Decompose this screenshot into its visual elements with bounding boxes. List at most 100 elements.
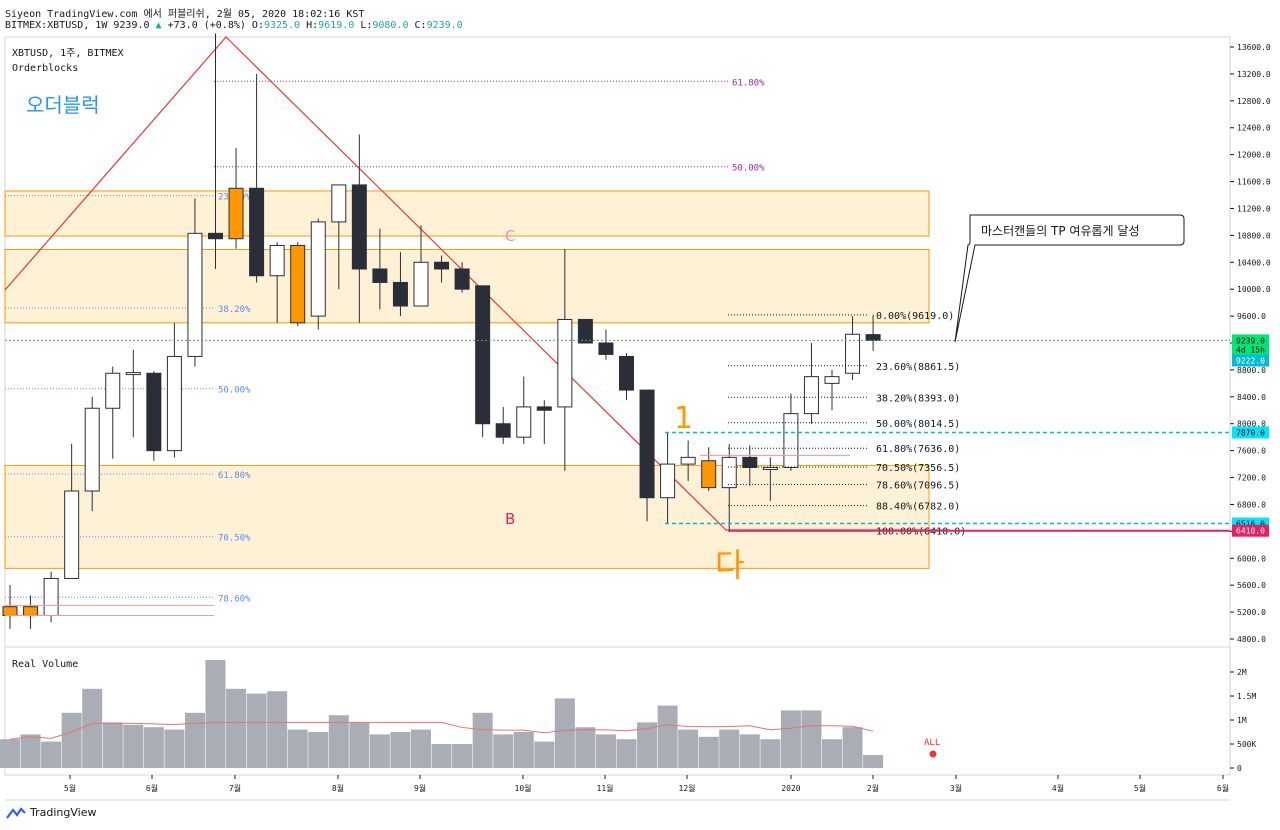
alert-all-label: ALL (924, 738, 940, 748)
time-axis-label: 2월 (867, 783, 879, 793)
candle-body (762, 466, 778, 470)
volume-bar (267, 691, 288, 768)
orderblock-zone (4, 464, 930, 569)
price-axis-label: 12000.0 (1237, 151, 1271, 160)
candle-body (208, 232, 223, 240)
candle-body (495, 423, 511, 438)
candle-body (660, 463, 676, 499)
price-axis-label: 10000.0 (1237, 285, 1271, 294)
volume-bar (678, 729, 699, 768)
price-axis-label: 9600.0 (1237, 312, 1266, 321)
price-axis-label: 8400.0 (1237, 393, 1266, 402)
annotation-da: 다 (715, 546, 744, 584)
volume-bar (637, 722, 658, 768)
price-pane[interactable] (4, 36, 1231, 648)
fib-level-label: 61.80% (732, 78, 765, 88)
price-badge (1232, 524, 1269, 537)
volume-bar (698, 736, 719, 768)
fib-retracement-label: 38.20%(8393.0) (876, 393, 960, 404)
candle-body (187, 232, 203, 357)
volume-ma-line (9, 721, 874, 740)
tradingview-logo[interactable]: TradingView (6, 806, 96, 819)
tradingview-brand: TradingView (30, 806, 97, 819)
candle-body (146, 372, 162, 452)
volume-bar (143, 727, 164, 768)
candle-body (434, 261, 450, 270)
volume-axis-label: 1.5M (1237, 692, 1256, 701)
volume-bar (20, 734, 41, 768)
candle-body (413, 261, 429, 307)
price-axis-label: 13200.0 (1237, 70, 1271, 79)
volume-bar (41, 741, 62, 768)
fib-retracement-label: 0.00%(9619.0) (876, 311, 954, 322)
volume-bar (842, 727, 863, 768)
publish-info: Siyeon TradingView.com 에서 퍼블리쉬, 2월 05, 2… (5, 9, 365, 20)
candle-body (105, 372, 121, 409)
annotation-b: B (505, 510, 515, 528)
fib-retracement-label: 23.60%(8861.5) (876, 362, 960, 373)
fib-retracement-label: 100.00%(6410.0) (876, 527, 966, 538)
volume-bar (369, 734, 390, 768)
time-axis-label: 3월 (950, 783, 962, 793)
close-value: 9239.0 (426, 20, 463, 31)
volume-bar (863, 755, 884, 768)
candle-body (475, 285, 491, 425)
price-badge-label: 6410.0 (1236, 527, 1265, 536)
volume-bar (822, 739, 842, 768)
fib-retracement-label: 50.00%(8014.5) (876, 419, 960, 430)
volume-bar (205, 660, 226, 768)
price-axis-label: 5600.0 (1237, 581, 1266, 590)
volume-bar (493, 734, 514, 768)
price-axis-label: 8000.0 (1237, 420, 1266, 429)
candle-body (290, 244, 306, 324)
candle-body (23, 606, 39, 616)
candle-body (598, 342, 614, 355)
volume-bar (390, 732, 411, 768)
candle-body (392, 281, 408, 307)
fib-level-label: 38.20% (218, 305, 251, 315)
volume-bar (349, 722, 370, 768)
candle-body (639, 389, 655, 499)
time-axis-label: 5월 (1134, 783, 1146, 793)
time-axis-label: 6월 (146, 783, 158, 793)
price-badge-label: 7870.0 (1236, 428, 1265, 437)
price-axis-label: 8800.0 (1237, 366, 1266, 375)
volume-bar (184, 712, 205, 768)
volume-bar (595, 734, 616, 768)
candle-body (577, 318, 593, 344)
candle-body (516, 406, 532, 438)
time-axis-label: 11월 (597, 783, 614, 793)
volume-bar (452, 744, 473, 768)
volume-bar (534, 741, 555, 768)
legend-indicator: Orderblocks (12, 63, 78, 74)
candle-body (557, 318, 573, 408)
candle-body (742, 456, 758, 468)
candle-body (701, 460, 717, 489)
price-axis-label: 7200.0 (1237, 474, 1266, 483)
candle-body (803, 376, 819, 415)
candle-body (43, 577, 59, 616)
alert-dot-icon[interactable] (929, 750, 937, 758)
volume-bar (411, 729, 431, 768)
close-label: C: (414, 20, 427, 31)
callout-text: 마스터캔들의 TP 여유롭게 달성 (981, 224, 1140, 238)
volume-bar (308, 732, 329, 768)
volume-bar (0, 739, 20, 768)
time-axis-label: 7월 (229, 783, 241, 793)
legend-symbol: XBTUSD, 1주, BITMEX (12, 48, 124, 59)
candle-body (84, 407, 100, 492)
price-axis-label: 12800.0 (1237, 97, 1271, 106)
price-axis-label: 10800.0 (1237, 231, 1271, 240)
volume-bar (575, 727, 596, 768)
price-badge (1232, 334, 1269, 347)
volume-bar (616, 739, 637, 768)
time-axis-label: 2020 (781, 784, 800, 793)
last-price: 9239.0 (113, 20, 150, 31)
volume-axis-label: 500K (1237, 740, 1256, 749)
price-badge (1232, 426, 1269, 439)
annotation-title: 오더블럭 (26, 93, 100, 117)
volume-bar (739, 734, 760, 768)
change-arrow-icon: ▲ (155, 20, 162, 31)
fib-level-label: 70.50% (218, 534, 251, 544)
